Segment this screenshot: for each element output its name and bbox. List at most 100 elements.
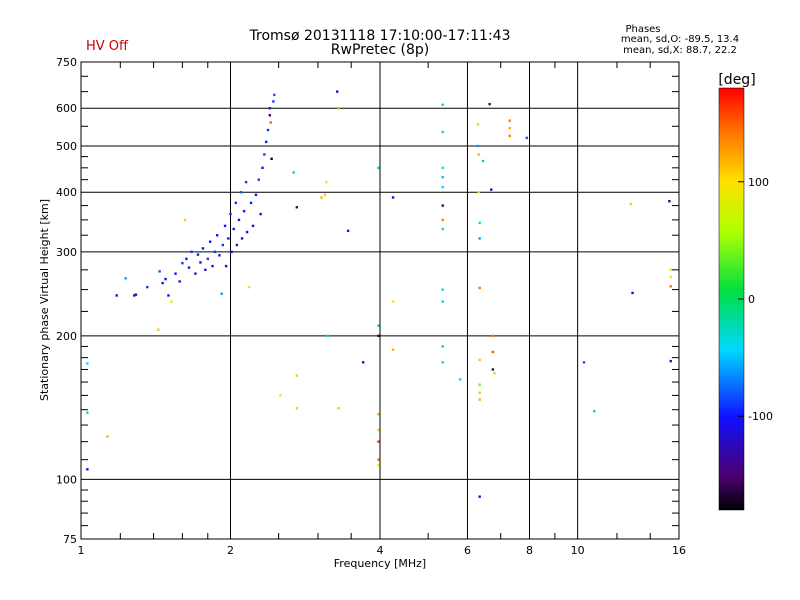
data-point [187,266,191,269]
data-point [237,218,241,222]
data-point [161,281,164,285]
data-point [206,257,209,261]
data-point [458,378,462,381]
data-point [441,204,444,207]
data-point [346,229,350,233]
data-point [441,227,444,231]
data-point [230,250,233,254]
data-point [261,166,264,170]
chart-title: Tromsø 20131118 17:10:00-17:11:43 [249,28,511,44]
data-point [320,196,323,199]
data-point [158,270,161,273]
data-point [441,288,444,291]
data-point [508,134,511,138]
data-point [185,257,188,261]
data-point [323,193,327,197]
colorbar-unit-label: [deg] [718,72,755,88]
data-point [257,178,260,181]
data-point [377,412,380,416]
data-point [478,221,481,225]
y-tick-label: 750 [56,56,77,69]
data-point [215,234,219,237]
data-point [493,371,496,375]
data-point [490,188,493,191]
data-point [213,250,217,254]
data-point [86,411,89,414]
data-point [268,107,272,110]
data-point [668,200,671,203]
data-point [208,240,212,243]
data-point [254,193,258,197]
minor-ticks [81,62,679,539]
data-point [170,300,173,303]
data-point [478,286,481,290]
phases-heading: Phases [625,24,660,35]
data-point [235,243,239,247]
data-point [164,277,167,281]
data-point [134,293,138,296]
data-point [669,275,672,278]
data-point [240,237,244,240]
data-point [295,374,299,377]
x-tick-label: 2 [227,544,234,557]
data-point [133,294,136,297]
x-tick-label: 8 [526,544,533,557]
data-point [377,334,380,338]
data-point [196,253,200,256]
data-point [224,264,228,268]
data-point [377,428,380,432]
y-axis-label: Stationary phase Virtual Height [km] [38,199,51,401]
x-tick-label: 10 [571,544,585,557]
y-tick-label: 500 [56,140,77,153]
data-point [441,185,444,189]
data-point [337,407,340,410]
data-point [477,153,480,156]
data-point [491,334,495,338]
data-point [174,272,177,275]
data-point [264,140,268,144]
phases-o-mode-stats: mean, sd,O: -89.5, 13.4 [621,34,739,45]
data-point [491,368,495,371]
y-tick-label: 100 [56,473,77,486]
phases-x-mode-stats: mean, sd,X: 88.7, 22.2 [623,45,737,56]
data-point [249,201,253,205]
data-point [629,202,633,206]
data-point [292,171,295,174]
data-point [295,206,299,209]
data-point [221,243,225,247]
colorbar-ticks: 100 0 -100 [738,176,773,423]
data-point [86,362,89,365]
data-point [477,191,480,194]
data-point [251,224,255,228]
data-point [242,209,246,213]
y-tick-label: 75 [63,533,77,546]
data-point [244,180,248,184]
y-tick-label: 200 [56,330,77,343]
data-point [377,324,380,327]
data-point [295,407,299,410]
data-point [211,264,214,268]
data-point [391,348,395,351]
data-point [441,166,444,170]
hv-status-label: HV Off [86,39,129,54]
data-point [326,334,329,338]
colorbar-tick-label: 0 [748,293,755,306]
x-axis-label: Frequency [MHz] [334,557,426,570]
data-point [481,159,485,163]
colorbar-tick-label: 100 [748,176,769,189]
phase-colorbar: [deg] 100 0 -100 [718,72,773,511]
data-point [124,277,127,280]
data-point [337,107,340,110]
plot-area: 1 2 4 6 8 10 16 75 100 200 300 400 500 600 750 [56,56,686,557]
y-tick-label: 600 [56,102,77,115]
data-point [377,464,380,467]
data-point [239,191,243,194]
chart-subtitle: RwPretec (8p) [331,42,429,58]
data-point [476,144,480,148]
data-point [441,345,444,348]
data-point [194,272,197,275]
data-point [441,361,444,364]
data-point [377,440,380,443]
x-tick-label: 6 [464,544,471,557]
